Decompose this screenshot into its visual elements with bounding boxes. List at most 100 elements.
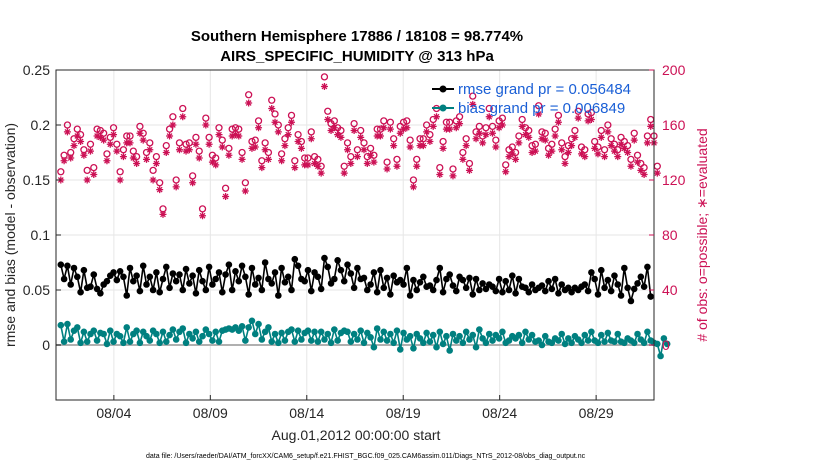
bias-point	[380, 328, 388, 336]
obs-possible-point	[73, 125, 81, 133]
rmse-point	[495, 275, 503, 283]
obs-evaluated-point	[492, 143, 500, 151]
bias-point	[123, 324, 131, 331]
rmse-point	[472, 275, 480, 283]
bias-point	[179, 325, 187, 332]
obs-evaluated-point	[119, 153, 127, 161]
rmse-point	[634, 280, 641, 287]
obs-possible-point	[192, 133, 200, 142]
bias-point	[584, 337, 592, 344]
rmse-point	[452, 287, 460, 295]
rmse-point	[166, 284, 173, 292]
bias-point	[439, 340, 447, 348]
obs-possible-point	[597, 126, 605, 135]
bias-point	[489, 337, 496, 344]
right-tick-label: 0	[662, 337, 670, 353]
bias-point	[476, 326, 483, 333]
obs-possible-point	[169, 113, 177, 121]
obs-possible-point	[218, 136, 226, 144]
x-tick-label: 08/14	[289, 405, 324, 421]
obs-evaluated-point	[578, 150, 586, 158]
obs-possible-point	[86, 140, 95, 148]
obs-possible-point	[413, 155, 421, 164]
obs-possible-point	[340, 162, 348, 170]
obs-evaluated-point	[284, 131, 292, 139]
rmse-point	[429, 286, 437, 294]
obs-possible-point	[212, 154, 220, 162]
obs-evaluated-point	[235, 132, 243, 140]
obs-evaluated-point	[271, 118, 279, 126]
obs-evaluated-point	[175, 146, 183, 154]
obs-possible-point	[258, 157, 266, 165]
obs-evaluated-point	[357, 133, 365, 141]
rmse-point	[420, 273, 427, 281]
obs-evaluated-point	[403, 124, 411, 132]
obs-evaluated-point	[568, 142, 576, 150]
bias-point	[60, 338, 68, 346]
rmse-point	[228, 286, 236, 294]
obs-evaluated-point	[129, 154, 137, 162]
obs-possible-point	[90, 163, 98, 172]
rmse-point	[644, 263, 651, 271]
obs-possible-point	[515, 132, 523, 140]
obs-possible-point	[508, 143, 516, 151]
rmse-point	[255, 274, 262, 282]
rmse-point	[551, 275, 559, 283]
obs-evaluated-point	[133, 160, 141, 167]
rmse-point	[607, 287, 615, 295]
obs-evaluated-point	[426, 138, 434, 145]
bias-point	[106, 327, 114, 335]
bias-point	[172, 336, 180, 343]
obs-evaluated-point	[521, 131, 529, 139]
obs-evaluated-point	[136, 129, 144, 137]
bias-point	[515, 331, 523, 339]
obs-evaluated-point	[465, 166, 473, 174]
bias-point	[367, 334, 374, 341]
rmse-point	[248, 264, 256, 272]
bias-point	[423, 329, 430, 337]
obs-possible-point	[465, 159, 474, 168]
bias-point	[192, 328, 200, 336]
rmse-point	[512, 290, 519, 297]
bias-point	[482, 339, 490, 347]
rmse-point	[271, 269, 279, 276]
bias-point	[518, 339, 526, 347]
left-tick-label: 0.1	[31, 227, 51, 243]
rmse-point	[410, 276, 417, 284]
bias-point	[126, 338, 134, 346]
bias-point	[153, 330, 160, 338]
obs-evaluated-point	[93, 132, 101, 140]
bias-point	[400, 329, 407, 337]
obs-possible-point	[284, 124, 292, 132]
rmse-point	[123, 292, 131, 299]
obs-evaluated-point	[386, 125, 394, 133]
bias-point	[100, 330, 107, 338]
obs-evaluated-point	[73, 132, 81, 140]
obs-possible-point	[558, 139, 566, 147]
rmse-point	[235, 277, 243, 285]
obs-evaluated-point	[515, 139, 523, 147]
rmse-point	[73, 273, 81, 281]
rmse-point	[377, 266, 384, 274]
bias-point	[588, 328, 595, 336]
obs-evaluated-point	[604, 128, 612, 136]
rmse-point	[209, 281, 216, 288]
bias-point	[528, 331, 536, 339]
rmse-point	[637, 273, 645, 281]
bias-point	[406, 332, 414, 340]
obs-possible-point	[202, 114, 210, 122]
obs-possible-point	[307, 128, 315, 136]
obs-evaluated-point	[330, 124, 338, 132]
bias-point	[433, 343, 440, 351]
rmse-point	[617, 292, 625, 299]
obs-possible-point	[281, 135, 289, 143]
bias-point	[298, 336, 305, 343]
right-axis: 0 40 80 120 160 200	[649, 62, 686, 353]
obs-evaluated-point	[113, 147, 121, 155]
rmse-point	[400, 281, 407, 288]
rmse-point	[120, 273, 127, 281]
obs-possible-point	[149, 166, 157, 175]
obs-evaluated-point	[482, 131, 490, 139]
rmse-point	[64, 262, 71, 270]
